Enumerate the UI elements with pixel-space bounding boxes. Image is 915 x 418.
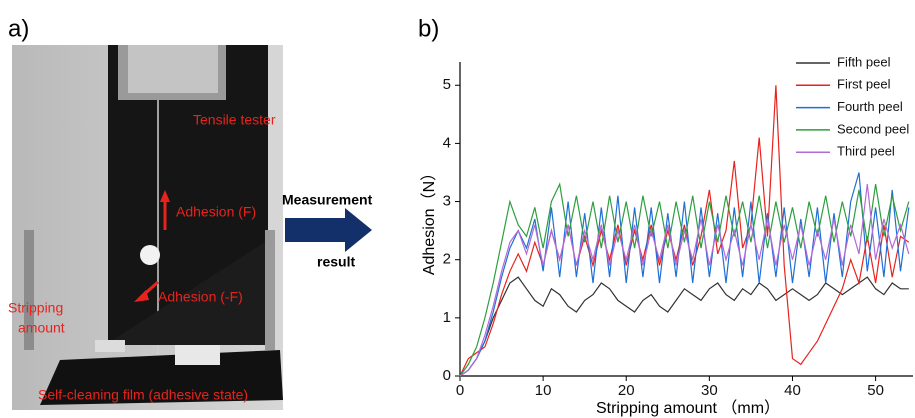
annotation: Stripping xyxy=(8,300,63,316)
line xyxy=(459,85,910,377)
x-tick-label: 30 xyxy=(701,382,718,399)
line xyxy=(459,276,909,377)
annotation: amount xyxy=(18,320,65,336)
line xyxy=(459,184,910,377)
arrow-text: result xyxy=(317,254,355,270)
x-tick-label: 10 xyxy=(535,382,552,399)
legend-label: Fifth peel xyxy=(837,54,891,69)
y-tick-label: 5 xyxy=(443,76,451,93)
x-tick-label: 0 xyxy=(456,382,464,399)
arrow xyxy=(285,208,372,252)
annotation: Adhesion (-F) xyxy=(158,289,243,305)
photo xyxy=(12,45,283,410)
y-tick-label: 1 xyxy=(443,309,451,326)
x-tick-label: 20 xyxy=(618,382,635,399)
y-axis-title: Adhesion（N） xyxy=(420,165,438,275)
annotation: Adhesion (F) xyxy=(176,204,256,220)
y-tick-label: 3 xyxy=(443,193,451,210)
legend-label: Fourth peel xyxy=(837,99,903,114)
panel-label: b) xyxy=(418,15,439,42)
y-tick-label: 0 xyxy=(443,367,451,384)
arrow-text: Measurement xyxy=(282,192,373,208)
legend-label: Third peel xyxy=(837,144,895,159)
annotation: Tensile tester xyxy=(193,112,276,128)
y-tick-label: 4 xyxy=(443,134,451,151)
x-tick-label: 40 xyxy=(784,382,801,399)
line xyxy=(459,172,910,377)
legend-label: Second peel xyxy=(837,121,909,136)
x-axis-title: Stripping amount （mm） xyxy=(596,399,780,417)
x-tick-label: 50 xyxy=(867,382,884,399)
annotation: Self-cleaning film (adhesive state) xyxy=(38,387,248,403)
legend-label: First peel xyxy=(837,77,891,92)
line xyxy=(459,182,910,377)
y-tick-label: 2 xyxy=(443,251,451,268)
panel-label: a) xyxy=(8,15,29,42)
